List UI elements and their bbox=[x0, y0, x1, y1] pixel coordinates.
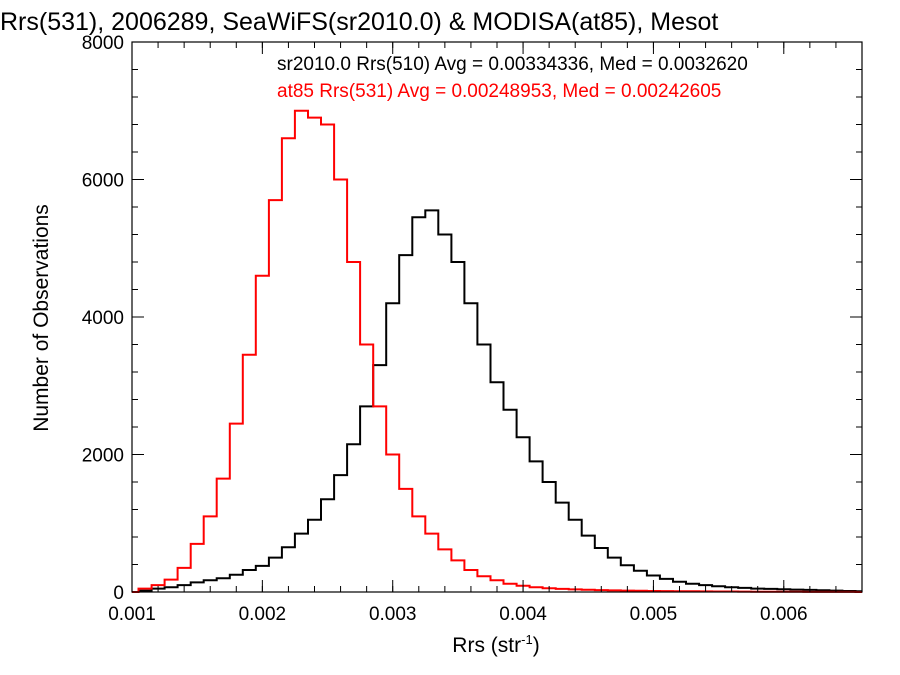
plot-frame bbox=[131, 41, 863, 593]
x-tick-label: 0.001 bbox=[108, 604, 156, 625]
x-axis: 0.001 0.002 0.003 0.004 0.005 0.006 bbox=[108, 42, 863, 625]
x-tick-label: 0.004 bbox=[499, 604, 547, 625]
y-axis-label: Number of Observations bbox=[30, 204, 53, 432]
y-tick-label: 6000 bbox=[82, 171, 124, 192]
y-tick-label: 8000 bbox=[82, 33, 124, 54]
y-tick-label: 4000 bbox=[82, 308, 124, 329]
x-tick-label: 0.005 bbox=[630, 604, 678, 625]
histogram-series-1 bbox=[132, 109, 862, 593]
x-axis-label: Rrs (str-1) bbox=[452, 632, 539, 657]
y-tick-label: 2000 bbox=[82, 446, 124, 467]
plot-area bbox=[132, 109, 862, 593]
chart-title: Rrs(531), 2006289, SeaWiFS(sr2010.0) & M… bbox=[0, 8, 718, 36]
histogram-series-0 bbox=[132, 209, 862, 593]
x-tick-label: 0.006 bbox=[760, 604, 808, 625]
annotation-at85: at85 Rrs(531) Avg = 0.00248953, Med = 0.… bbox=[277, 81, 721, 102]
x-tick-label: 0.003 bbox=[369, 604, 417, 625]
y-axis: 0 2000 4000 6000 8000 bbox=[82, 33, 862, 604]
annotation-sr2010: sr2010.0 Rrs(510) Avg = 0.00334336, Med … bbox=[277, 54, 748, 75]
x-tick-label: 0.002 bbox=[239, 604, 287, 625]
y-tick-label: 0 bbox=[113, 583, 124, 604]
